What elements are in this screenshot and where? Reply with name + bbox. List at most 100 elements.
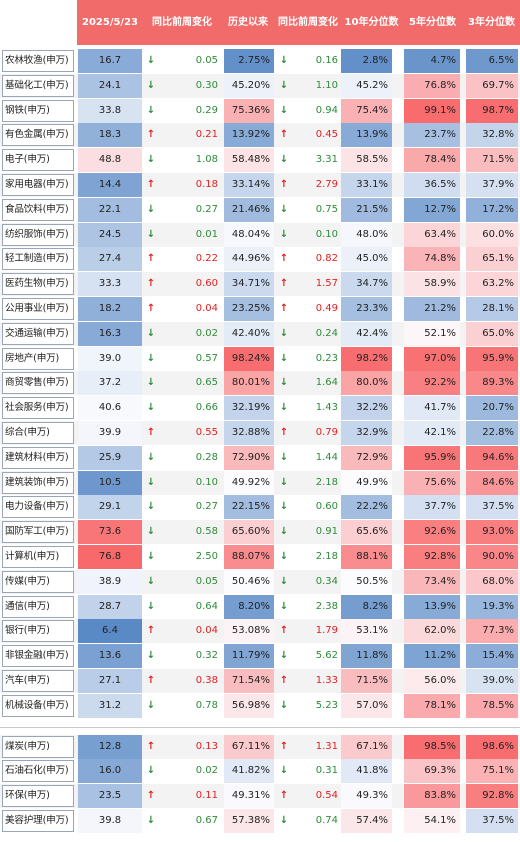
pe-value: 40.6 bbox=[78, 396, 142, 421]
industry-name: 非银金融(申万) bbox=[2, 645, 74, 668]
industry-name: 传媒(申万) bbox=[2, 570, 74, 593]
percentile-10y: 21.5% bbox=[341, 197, 392, 222]
header-weekly-change-2: 同比前周变化 bbox=[275, 0, 341, 45]
historical-percentile: 50.46% bbox=[224, 569, 274, 594]
change-arrow: ↑ bbox=[279, 790, 289, 802]
percentile-10y: 88.1% bbox=[341, 545, 392, 569]
historical-percentile: 33.14% bbox=[224, 173, 274, 197]
weekly-change: 0.54 bbox=[315, 790, 338, 802]
percentile-5y: 52.1% bbox=[404, 321, 460, 346]
percentile-10y: 48.0% bbox=[341, 222, 392, 247]
percentile-3y: 71.5% bbox=[466, 148, 518, 173]
change-arrow: ↓ bbox=[146, 699, 156, 711]
historical-percentile: 56.98% bbox=[224, 693, 274, 718]
header-weekly-change: 同比前周变化 bbox=[143, 0, 221, 45]
historical-percentile: 53.08% bbox=[224, 619, 274, 644]
weekly-change: 0.29 bbox=[195, 104, 218, 116]
percentile-10y: 49.3% bbox=[341, 784, 392, 809]
change-arrow: ↓ bbox=[279, 352, 289, 364]
percentile-5y: 56.0% bbox=[404, 669, 460, 693]
table-row: 家用电器(申万) 14.4 ↑ 0.18 33.14% ↑ 2.79 33.1% 36.5% 37… bbox=[0, 173, 520, 197]
industry-name: 环保(申万) bbox=[2, 785, 74, 808]
percentile-3y: 37.5% bbox=[466, 495, 518, 520]
historical-percentile: 34.71% bbox=[224, 272, 274, 297]
change-arrow: ↑ bbox=[146, 625, 156, 637]
percentile-5y: 12.7% bbox=[404, 197, 460, 222]
weekly-change: 0.32 bbox=[195, 650, 218, 662]
percentile-3y: 39.0% bbox=[466, 669, 518, 693]
percentile-3y: 15.4% bbox=[466, 644, 518, 669]
change-arrow: ↓ bbox=[146, 228, 156, 240]
historical-percentile: 8.20% bbox=[224, 594, 274, 619]
percentile-3y: 75.1% bbox=[466, 759, 518, 784]
weekly-change: 0.49 bbox=[315, 303, 338, 314]
percentile-5y: 13.9% bbox=[404, 594, 460, 619]
table-row: 公用事业(申万) 18.2 ↑ 0.04 23.25% ↑ 0.49 23.3% 21.2% 28… bbox=[0, 297, 520, 321]
percentile-3y: 65.0% bbox=[466, 321, 518, 346]
historical-percentile: 49.31% bbox=[224, 784, 274, 809]
historical-percentile: 13.92% bbox=[224, 123, 274, 148]
percentile-10y: 75.4% bbox=[341, 98, 392, 123]
percentile-10y: 23.3% bbox=[341, 297, 392, 321]
change-arrow: ↓ bbox=[146, 327, 156, 339]
percentile-5y: 41.7% bbox=[404, 396, 460, 421]
percentile-5y: 92.8% bbox=[404, 545, 460, 569]
percentile-3y: 28.1% bbox=[466, 297, 518, 321]
change-arrow: ↓ bbox=[279, 402, 289, 414]
historical-percentile: 45.20% bbox=[224, 73, 274, 98]
percentile-3y: 68.0% bbox=[466, 569, 518, 594]
percentile-5y: 95.9% bbox=[404, 445, 460, 470]
weekly-change: 0.23 bbox=[315, 352, 338, 364]
weekly-change: 0.64 bbox=[195, 600, 218, 612]
change-arrow: ↓ bbox=[146, 476, 156, 488]
percentile-10y: 22.2% bbox=[341, 495, 392, 520]
percentile-3y: 98.6% bbox=[466, 734, 518, 759]
weekly-change: 2.50 bbox=[195, 551, 218, 562]
table-row: 农林牧渔(申万) 16.7 ↓ 0.05 2.75% ↓ 0.16 2.8% 4.7% 6.5% bbox=[0, 49, 520, 73]
industry-name: 交通运输(申万) bbox=[2, 322, 74, 345]
percentile-3y: 37.9% bbox=[466, 173, 518, 197]
historical-percentile: 49.92% bbox=[224, 470, 274, 495]
pe-value: 16.3 bbox=[78, 321, 142, 346]
percentile-5y: 75.6% bbox=[404, 470, 460, 495]
change-arrow: ↓ bbox=[146, 402, 156, 414]
pe-value: 33.8 bbox=[78, 98, 142, 123]
percentile-5y: 78.4% bbox=[404, 148, 460, 173]
percentile-5y: 92.6% bbox=[404, 520, 460, 545]
pe-value: 76.8 bbox=[78, 545, 142, 569]
weekly-change: 0.27 bbox=[195, 501, 218, 513]
change-arrow: ↓ bbox=[279, 154, 289, 166]
percentile-3y: 65.1% bbox=[466, 247, 518, 272]
table-row: 美容护理(申万) 39.8 ↓ 0.67 57.38% ↓ 0.74 57.4% 54.1% 37… bbox=[0, 809, 520, 833]
weekly-change: 0.74 bbox=[315, 815, 338, 826]
pe-value: 16.0 bbox=[78, 759, 142, 784]
percentile-10y: 32.9% bbox=[341, 421, 392, 445]
historical-percentile: 44.96% bbox=[224, 247, 274, 272]
change-arrow: ↑ bbox=[279, 278, 289, 290]
table-row: 非银金融(申万) 13.6 ↓ 0.32 11.79% ↓ 5.62 11.8% 11.2% 15… bbox=[0, 644, 520, 669]
pe-value: 48.8 bbox=[78, 148, 142, 173]
percentile-10y: 11.8% bbox=[341, 644, 392, 669]
industry-name: 汽车(申万) bbox=[2, 670, 74, 692]
table-row: 银行(申万) 6.4 ↑ 0.04 53.08% ↑ 1.79 53.1% 62.0% 77.3% bbox=[0, 619, 520, 644]
percentile-5y: 69.3% bbox=[404, 759, 460, 784]
weekly-change: 3.31 bbox=[315, 154, 338, 166]
change-arrow: ↑ bbox=[146, 790, 156, 802]
table-row: 轻工制造(申万) 27.4 ↑ 0.22 44.96% ↑ 0.82 45.0% 74.8% 65… bbox=[0, 247, 520, 272]
change-arrow: ↑ bbox=[279, 253, 289, 265]
percentile-10y: 72.9% bbox=[341, 445, 392, 470]
percentile-10y: 13.9% bbox=[341, 123, 392, 148]
percentile-3y: 63.2% bbox=[466, 272, 518, 297]
industry-name: 石油石化(申万) bbox=[2, 760, 74, 783]
historical-percentile: 21.46% bbox=[224, 197, 274, 222]
change-arrow: ↓ bbox=[279, 79, 289, 91]
weekly-change: 1.08 bbox=[195, 154, 218, 166]
percentile-10y: 32.2% bbox=[341, 396, 392, 421]
change-arrow: ↓ bbox=[279, 451, 289, 463]
change-arrow: ↓ bbox=[279, 203, 289, 215]
section-divider bbox=[0, 726, 520, 728]
historical-percentile: 67.11% bbox=[224, 734, 274, 759]
header-5y-percentile: 5年分位数 bbox=[402, 0, 463, 45]
table-row: 综合(申万) 39.9 ↑ 0.55 32.88% ↑ 0.79 32.9% 42.1% 22.8… bbox=[0, 421, 520, 445]
pe-value: 28.7 bbox=[78, 594, 142, 619]
